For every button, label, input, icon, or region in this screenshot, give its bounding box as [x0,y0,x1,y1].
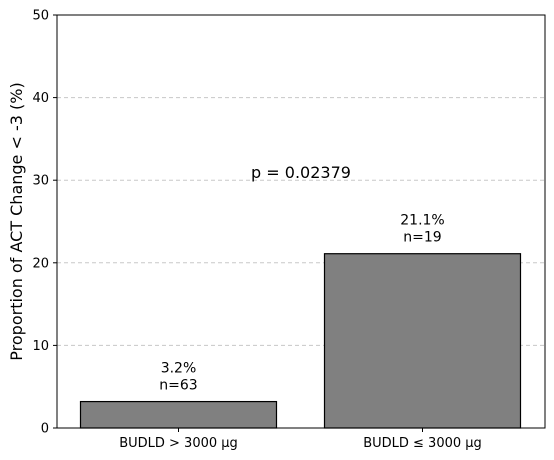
y-tick-label: 30 [32,174,49,189]
y-tick-label: 10 [32,339,49,354]
bar [79,400,278,429]
bar-percent-label: 3.2% [161,361,197,377]
y-tick-label: 20 [32,256,49,271]
y-tick-label: 0 [41,422,49,437]
bar-n-label: n=63 [159,378,197,394]
plot-frame [56,14,546,429]
bar [323,253,522,429]
x-tick-label: BUDLD ≤ 3000 µg [363,436,482,451]
y-axis-ticks: 0 10 20 30 40 50 [32,9,57,437]
bar-labels: 3.2%n=63 21.1%n=19 [159,213,444,394]
x-axis-ticks: BUDLD > 3000 µg BUDLD ≤ 3000 µg [119,428,482,451]
p-value-annotation: p = 0.02379 [251,163,351,182]
bar-percent-label: 21.1% [400,213,444,229]
bars [79,253,522,429]
y-axis-label: Proportion of ACT Change < -3 (%) [7,82,26,360]
y-tick-label: 40 [32,91,49,106]
bar-n-label: n=19 [403,230,441,246]
y-tick-label: 50 [32,9,49,24]
x-tick-label: BUDLD > 3000 µg [119,436,238,451]
